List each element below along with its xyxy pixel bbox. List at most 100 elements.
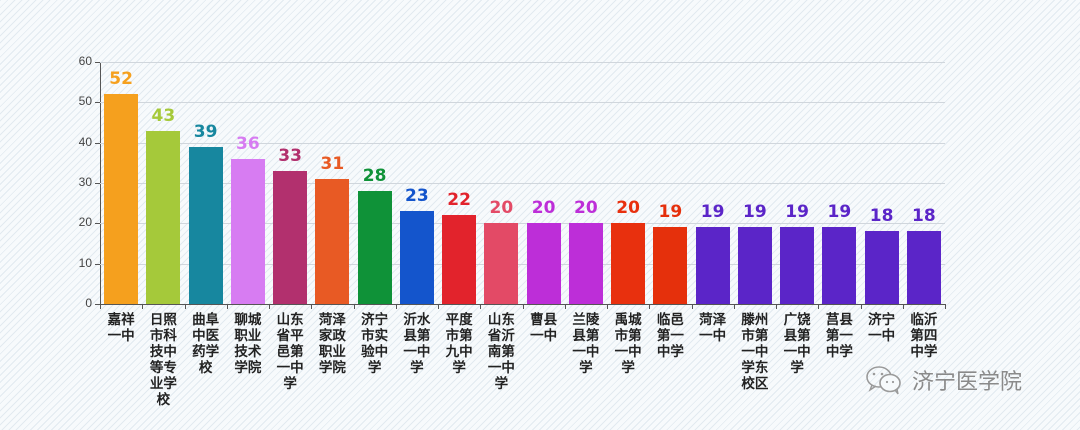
x-tick-mark [649, 304, 650, 309]
bar-value-label: 19 [827, 202, 852, 223]
bar-value-label: 33 [278, 145, 302, 166]
y-tick-mark [95, 102, 100, 103]
y-tick-label: 20 [78, 215, 92, 230]
x-tick-mark [818, 304, 819, 309]
x-category-label: 菏泽家政职业学院 [318, 312, 346, 376]
gridline [100, 102, 945, 103]
x-category-label: 临沂第四中学 [910, 312, 938, 360]
x-tick-mark [607, 304, 608, 309]
bar-value-label: 43 [151, 105, 176, 126]
x-category-label: 日照市科技中等专业学校 [149, 312, 177, 408]
bar-value-label: 19 [785, 202, 809, 223]
bar [357, 191, 392, 304]
bar [695, 227, 730, 304]
bar [315, 178, 350, 304]
bar [188, 146, 223, 304]
bar-value-label: 22 [447, 190, 471, 211]
bar-value-label: 52 [109, 69, 133, 90]
x-category-label: 禹城市第一中学 [614, 312, 642, 376]
y-tick-mark [95, 183, 100, 184]
gridline [100, 183, 945, 184]
bar-value-label: 19 [700, 202, 725, 223]
y-tick-label: 60 [78, 54, 92, 68]
bar [653, 227, 688, 304]
x-category-label: 山东省平邑第一中学 [276, 312, 304, 392]
x-axis-line [100, 304, 945, 305]
bar [146, 130, 181, 304]
x-tick-mark [269, 304, 270, 309]
x-category-label: 曲阜中医药学校 [192, 312, 220, 376]
bar-value-label: 20 [489, 198, 514, 219]
bar-value-label: 20 [574, 198, 598, 219]
y-tick-mark [95, 264, 100, 265]
x-category-label: 沂水县第一中学 [403, 312, 431, 376]
bar-value-label: 19 [658, 202, 683, 223]
bar [737, 227, 772, 304]
bar-value-label: 19 [743, 202, 767, 223]
x-category-label: 兰陵县第一中学 [572, 312, 600, 376]
x-tick-mark [565, 304, 566, 309]
bar-value-label: 23 [405, 186, 429, 207]
x-tick-mark [354, 304, 355, 309]
y-tick-label: 40 [78, 134, 92, 149]
y-tick-mark [95, 62, 100, 63]
bar [484, 223, 519, 304]
x-category-label: 平度市第九中学 [445, 312, 473, 376]
bar-value-label: 39 [193, 121, 218, 142]
y-tick-label: 10 [78, 255, 92, 270]
bar [104, 94, 139, 304]
bar [864, 231, 899, 304]
x-tick-mark [100, 304, 101, 309]
x-category-label: 济宁市实验中学 [361, 312, 389, 376]
x-tick-mark [945, 304, 946, 309]
y-tick-mark [95, 223, 100, 224]
gridline [100, 143, 945, 144]
x-tick-mark [185, 304, 186, 309]
bar-value-label: 28 [362, 166, 387, 187]
y-tick-label: 0 [85, 296, 92, 310]
bar-value-label: 31 [320, 153, 345, 174]
gridline [100, 62, 945, 63]
x-tick-mark [396, 304, 397, 309]
x-tick-mark [480, 304, 481, 309]
watermark: 济宁医学院 [864, 364, 1022, 396]
x-tick-mark [734, 304, 735, 309]
x-tick-mark [142, 304, 143, 309]
y-tick-mark [95, 143, 100, 144]
x-category-label: 菏泽一中 [699, 312, 727, 344]
watermark-text: 济宁医学院 [912, 370, 1023, 395]
bar-value-label: 36 [236, 133, 260, 154]
wechat-icon [864, 365, 904, 395]
bar-value-label: 20 [531, 198, 556, 219]
bar [273, 170, 308, 304]
bar [780, 227, 815, 304]
bar [568, 223, 603, 304]
y-tick-mark [95, 304, 100, 305]
bar-value-label: 18 [869, 206, 894, 227]
bar [399, 211, 434, 304]
x-category-label: 济宁一中 [868, 312, 896, 344]
x-category-label: 临邑第一中学 [656, 312, 684, 360]
bar-value-label: 18 [912, 206, 936, 227]
bar [906, 231, 941, 304]
gridline [100, 264, 945, 265]
bar-value-label: 20 [616, 198, 640, 219]
bar [526, 223, 561, 304]
y-tick-label: 30 [78, 175, 92, 189]
bar [230, 158, 265, 304]
bar [611, 223, 646, 304]
bar [822, 227, 857, 304]
bar [442, 215, 477, 304]
x-tick-mark [227, 304, 228, 309]
gridline [100, 223, 945, 224]
y-tick-label: 50 [78, 94, 92, 109]
x-category-label: 山东省沂南第一中学 [487, 312, 515, 392]
x-category-label: 聊城职业技术学院 [234, 312, 262, 376]
x-tick-mark [438, 304, 439, 309]
x-tick-mark [523, 304, 524, 309]
x-tick-mark [692, 304, 693, 309]
x-category-label: 广饶县第一中学 [783, 312, 811, 376]
x-category-label: 莒县第一中学 [825, 312, 853, 360]
x-tick-mark [776, 304, 777, 309]
